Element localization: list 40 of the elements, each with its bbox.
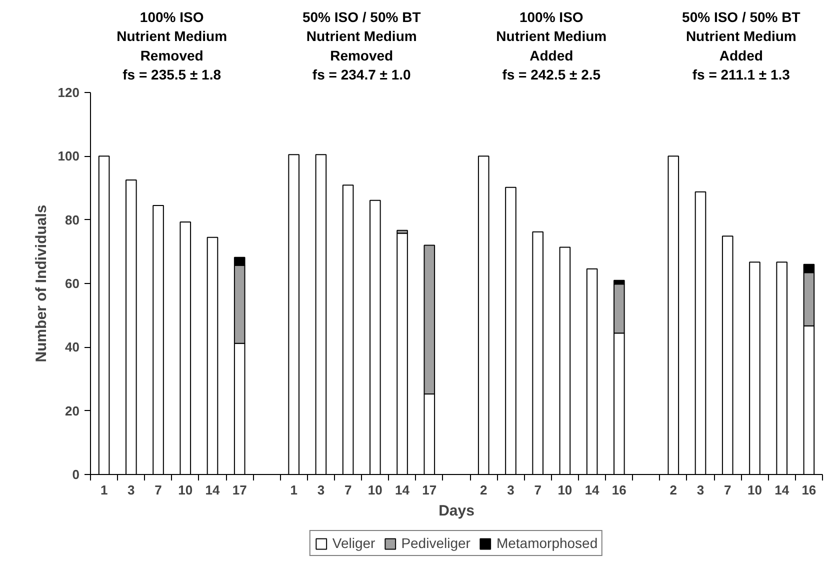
x-tick-label: 16 — [802, 482, 816, 498]
x-tick-label: 3 — [696, 482, 704, 498]
x-tick-label: 10 — [178, 482, 193, 498]
x-tick-label: 17 — [422, 482, 437, 498]
x-tick-label: 1 — [100, 482, 108, 498]
legend-label: Veliger — [332, 535, 376, 551]
y-tick-label: 80 — [65, 212, 80, 228]
legend-label: Pediveliger — [401, 535, 470, 551]
x-tick-label: 7 — [724, 482, 732, 498]
x-tick-label: 17 — [232, 482, 247, 498]
x-tick-label: 2 — [670, 482, 678, 498]
x-tick-label: 14 — [774, 482, 790, 498]
y-tick-label: 20 — [65, 403, 80, 418]
y-axis-title: Number of Individuals — [32, 204, 50, 362]
x-tick-label: 3 — [128, 482, 135, 498]
text: 100% ISO Nutrient Medium Added fs = 242.5 ± 2.5 — [496, 8, 607, 82]
x-tick-label: 16 — [612, 482, 626, 498]
text: 50% ISO / 50% BT Nutrient Medium Removed fs = 234.7 ± 1.0 — [302, 8, 422, 82]
y-tick-label: 60 — [65, 276, 80, 291]
x-tick-label: 3 — [317, 482, 325, 498]
x-tick-label: 10 — [558, 482, 572, 498]
y-tick-label: 100 — [58, 148, 80, 164]
y-tick-label: 0 — [72, 467, 80, 482]
legend-label: Metamorphosed — [496, 535, 598, 551]
text: 100% ISO Nutrient Medium Removed fs = 235.5 ± 1.8 — [116, 8, 228, 82]
x-tick-label: 2 — [480, 482, 488, 498]
y-tick-label: 120 — [58, 85, 80, 100]
x-tick-label: 14 — [205, 482, 220, 498]
x-tick-label: 3 — [507, 482, 514, 498]
x-tick-label: 1 — [290, 482, 298, 498]
x-tick-label: 7 — [154, 482, 162, 498]
x-tick-label: 10 — [747, 482, 762, 498]
y-tick-label: 40 — [65, 340, 80, 355]
text: 50% ISO / 50% BT Nutrient Medium Added fs = 211.1 ± 1.3 — [682, 8, 801, 82]
x-tick-label: 7 — [534, 482, 542, 498]
x-tick-label: 14 — [395, 482, 410, 498]
x-tick-label: 7 — [344, 482, 352, 498]
x-tick-label: 14 — [584, 482, 600, 498]
x-tick-label: 10 — [368, 482, 382, 498]
x-axis-title: Days — [438, 502, 474, 520]
